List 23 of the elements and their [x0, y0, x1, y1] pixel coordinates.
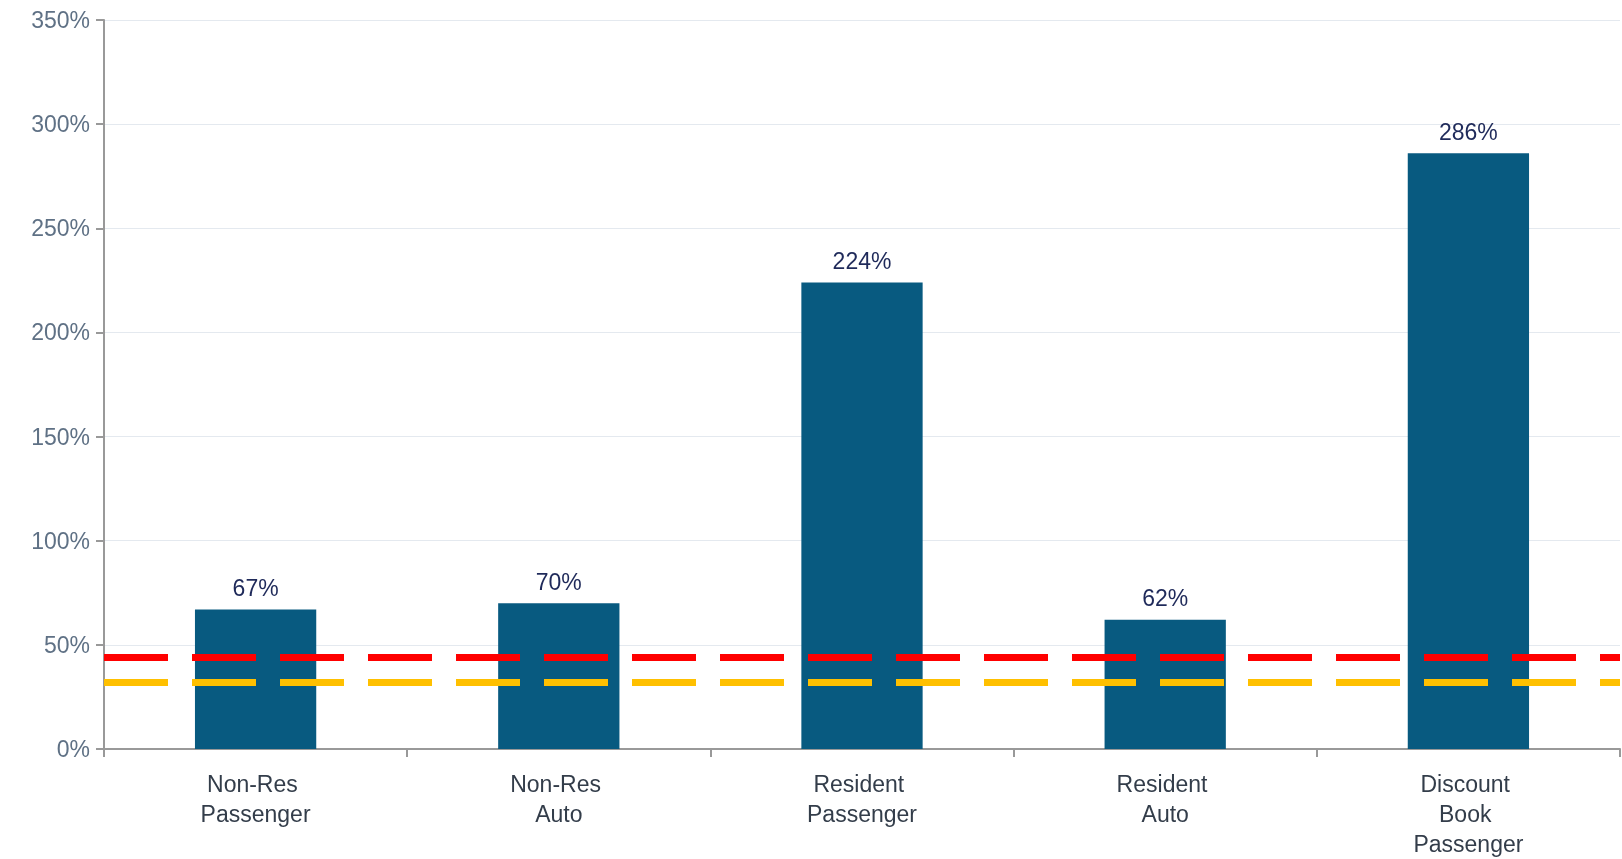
y-tick-label: 300% [31, 111, 90, 138]
data-label: 286% [1438, 118, 1498, 145]
y-tick-label: 350% [31, 7, 90, 33]
y-tick-label: 150% [31, 423, 90, 450]
x-tick-label: Discount Book Passenger [1413, 771, 1524, 857]
x-tick-label: Resident Auto [1116, 771, 1214, 827]
x-tick-label: Non-Res Auto [510, 771, 608, 827]
y-tick-label: 50% [43, 631, 90, 658]
data-label: 62% [1142, 585, 1189, 612]
x-tick-label: Non-Res Passenger [200, 771, 311, 827]
data-label: 67% [232, 574, 279, 601]
data-label: 224% [832, 247, 892, 274]
y-tick-label: 200% [31, 319, 90, 346]
x-tick-label: Resident Passenger [807, 771, 918, 827]
y-tick-label: 0% [56, 736, 90, 762]
bar [801, 282, 923, 749]
bar [1407, 153, 1530, 749]
y-tick-label: 250% [31, 215, 90, 242]
data-label: 70% [535, 568, 582, 595]
bar [498, 603, 620, 749]
bar [194, 609, 317, 749]
y-tick-label: 100% [31, 527, 90, 554]
bar [1104, 619, 1226, 749]
